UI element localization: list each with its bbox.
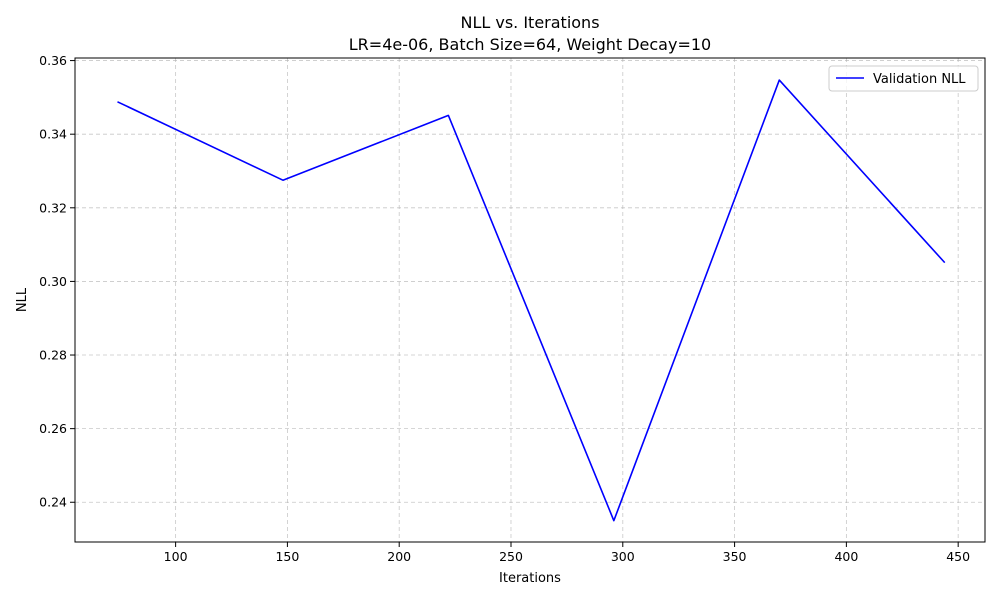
legend: Validation NLL: [828, 65, 979, 92]
axes-frame: [74, 57, 986, 543]
x-tick-label: 350: [723, 549, 747, 564]
y-tick-label: 0.28: [39, 348, 67, 363]
x-tick-label: 300: [611, 549, 635, 564]
y-tick-label: 0.36: [39, 53, 67, 68]
y-tick-label: 0.24: [39, 495, 67, 510]
series-line-validation-nll: [117, 79, 946, 522]
x-tick-label: 400: [834, 549, 858, 564]
x-tick-label: 150: [275, 549, 299, 564]
x-tick-label: 450: [946, 549, 970, 564]
grid: [75, 58, 985, 542]
x-axis-ticks: 100 150 200 250 300 350 400 450: [164, 542, 970, 564]
y-tick-label: 0.32: [39, 200, 67, 215]
y-axis-ticks: 0.24 0.26 0.28 0.30 0.32 0.34 0.36: [39, 53, 75, 510]
y-axis-label: NLL: [15, 287, 30, 312]
x-tick-label: 200: [387, 549, 411, 564]
x-axis-label: Iterations: [499, 571, 561, 586]
y-tick-label: 0.26: [39, 421, 67, 436]
x-tick-label: 100: [164, 549, 188, 564]
y-tick-label: 0.30: [39, 274, 67, 289]
chart-title: NLL vs. Iterations: [460, 13, 599, 32]
x-tick-label: 250: [499, 549, 523, 564]
chart-subtitle: LR=4e-06, Batch Size=64, Weight Decay=10: [349, 35, 711, 54]
y-tick-label: 0.34: [39, 127, 67, 142]
legend-box: [828, 65, 979, 92]
series-layer: [117, 79, 946, 522]
legend-label-validation-nll: Validation NLL: [873, 72, 966, 87]
